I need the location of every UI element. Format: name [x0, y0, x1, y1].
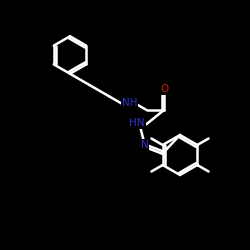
Text: HN: HN [129, 118, 145, 128]
Text: O: O [160, 84, 168, 94]
Text: NH: NH [122, 98, 137, 108]
Text: N: N [141, 140, 149, 149]
